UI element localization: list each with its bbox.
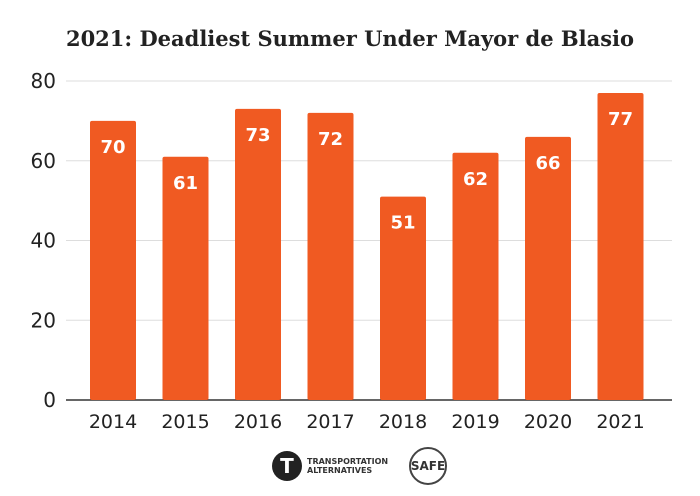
bar xyxy=(380,196,426,400)
y-tick-label: 0 xyxy=(43,388,56,412)
data-label: 62 xyxy=(463,169,488,190)
y-tick-label: 40 xyxy=(31,229,56,253)
ta-logo-icon: T xyxy=(272,451,302,481)
data-label: 61 xyxy=(173,173,198,194)
x-tick-label: 2018 xyxy=(379,411,427,433)
x-tick-label: 2019 xyxy=(451,411,499,433)
bar xyxy=(307,112,354,401)
data-label: 77 xyxy=(608,109,633,130)
x-tick-label: 2015 xyxy=(161,411,209,433)
bar xyxy=(597,92,644,401)
bar xyxy=(162,156,209,400)
bar xyxy=(452,152,499,400)
y-tick-label: 60 xyxy=(31,149,56,173)
x-tick-label: 2020 xyxy=(524,411,572,433)
chart-title: 2021: Deadliest Summer Under Mayor de Bl… xyxy=(65,26,635,51)
families-for-safe-streets-logo: SAFE xyxy=(409,447,447,485)
data-label: 70 xyxy=(100,137,125,158)
transportation-alternatives-logo: T TRANSPORTATION ALTERNATIVES xyxy=(272,451,388,481)
data-label: 51 xyxy=(390,213,415,234)
data-label: 72 xyxy=(318,129,343,150)
bar xyxy=(525,136,571,400)
x-tick-label: 2021 xyxy=(596,411,644,433)
x-tick-label: 2017 xyxy=(306,411,354,433)
y-tick-label: 20 xyxy=(31,308,56,332)
y-tick-label: 80 xyxy=(31,69,56,93)
bar xyxy=(235,108,281,400)
data-label: 73 xyxy=(245,125,270,146)
data-label: 66 xyxy=(535,153,560,174)
x-tick-label: 2016 xyxy=(234,411,282,433)
bar xyxy=(90,120,136,400)
x-tick-label: 2014 xyxy=(89,411,137,433)
logos: T TRANSPORTATION ALTERNATIVES SAFE xyxy=(272,447,447,485)
